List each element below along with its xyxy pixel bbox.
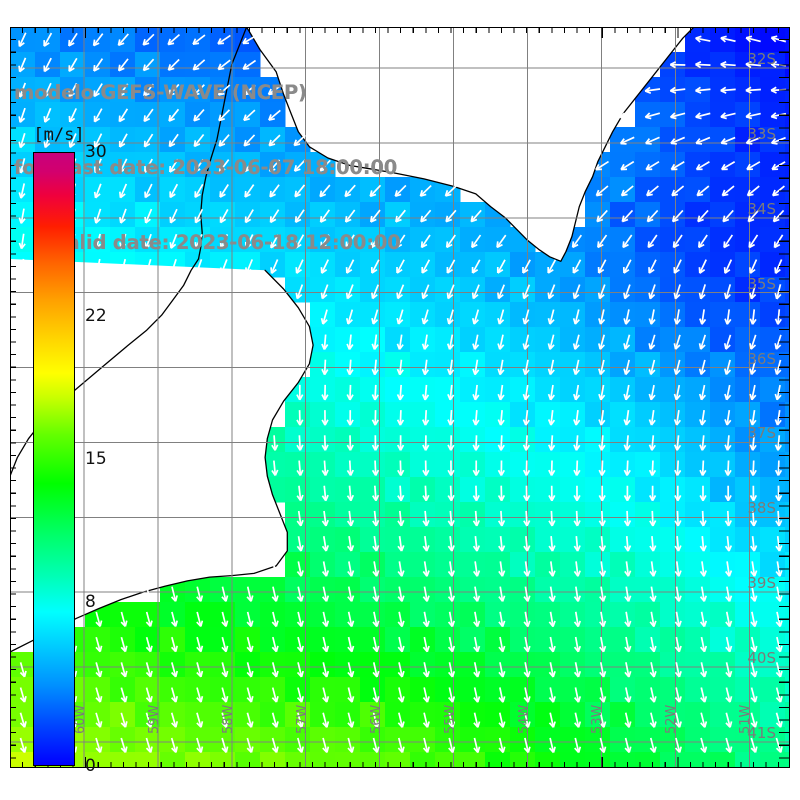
title-model-line: modelo GEFS-WAVE (NCEP) <box>14 81 307 104</box>
coastline-overlay <box>10 27 695 653</box>
frame-tick-marks <box>10 27 790 768</box>
colorbar-tick-0: 0 <box>85 756 96 776</box>
wind-direction-arrows <box>18 32 787 754</box>
lat-tick-label: 34S <box>747 199 776 218</box>
lat-tick-label: 39S <box>747 574 776 593</box>
wind-speed-field <box>10 27 790 768</box>
colorbar-gradient[interactable] <box>33 152 75 766</box>
figure-title-block: modelo GEFS-WAVE (NCEP) forecast date: 2… <box>10 30 790 305</box>
lat-tick-label: 33S <box>747 125 776 143</box>
lat-tick-label: 36S <box>747 349 776 368</box>
lat-tick-label: 35S <box>747 274 776 293</box>
colorbar-tick-22: 22 <box>85 305 107 326</box>
colorbar[interactable]: [m/s] 30 22 15 8 0 <box>33 125 107 776</box>
colorbar-tick-30: 30 <box>85 142 107 162</box>
title-forecast-date: forecast date: 2023-06-07 18:00:00 <box>14 156 398 179</box>
lat-tick-label: 38S <box>747 499 776 518</box>
colorbar-units-label: [m/s] <box>33 125 85 145</box>
lat-tick-label: 41S <box>747 723 776 742</box>
lat-tick-label: 40S <box>747 648 776 667</box>
lat-tick-label: 37S <box>747 424 776 443</box>
lat-tick-label: 32S <box>747 50 776 69</box>
title-valid-date: valid date: 2023-06-18 12:00:00 <box>54 231 401 254</box>
colorbar-tick-8: 8 <box>85 592 96 613</box>
axis-tick-labels: 61W 60W 59W 58W 57W 56W 55W 54W 53W 52W 51W 32S 33S 3… <box>10 27 790 768</box>
map-plot-area[interactable]: 61W 60W 59W 58W 57W 56W 55W 54W 53W 52W 51W 32S 33S 3… <box>10 27 790 768</box>
colorbar-tick-15: 15 <box>85 449 107 469</box>
